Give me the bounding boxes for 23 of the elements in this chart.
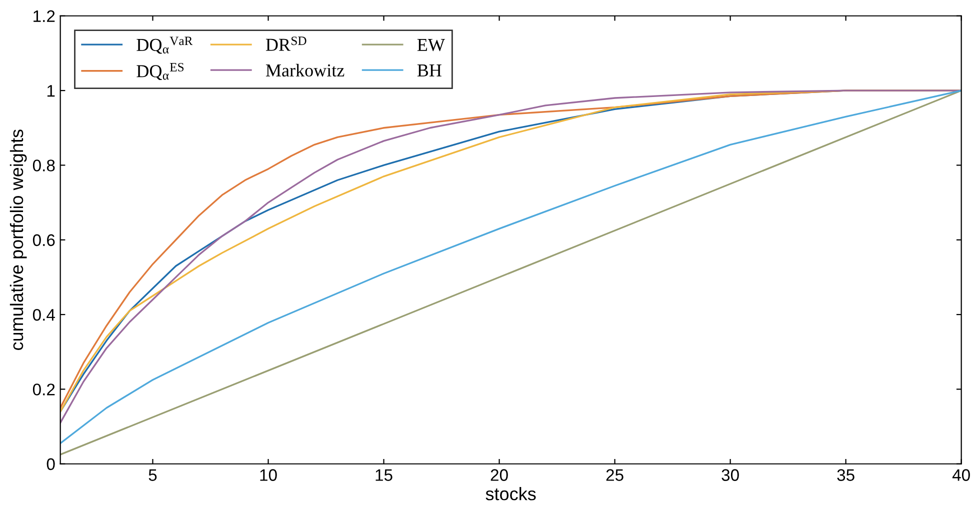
- y-tick-label: 0: [46, 458, 55, 470]
- y-tick-label: 0.6: [32, 234, 55, 246]
- x-tick-label: 35: [837, 469, 854, 481]
- x-tick-label: 15: [376, 469, 392, 481]
- y-tick-label: 0.2: [32, 384, 55, 396]
- y-axis-title: cumulative portfolio weights: [10, 130, 27, 350]
- x-tick-label: 5: [148, 469, 157, 481]
- legend-label: DR$^{SD}$: [266, 36, 306, 51]
- y-tick-label: 1.2: [34, 10, 55, 22]
- x-axis-title: stocks: [486, 487, 536, 500]
- legend-label: EW: [417, 39, 445, 52]
- y-tick-label: 0.8: [32, 160, 55, 172]
- x-tick-label: 10: [260, 469, 277, 481]
- legend-label: DQ$_{α}$$^{ES}$: [136, 62, 184, 80]
- y-tick-label: 1: [47, 85, 55, 97]
- legend-label: Markowitz: [266, 64, 344, 77]
- x-tick-label: 25: [606, 469, 624, 481]
- legend-label: BH: [417, 64, 442, 76]
- x-tick-label: 40: [952, 469, 970, 481]
- legend-label: DQ$_{α}$$^{VaR}$: [136, 36, 193, 54]
- y-tick-label: 0.4: [32, 308, 55, 321]
- x-tick-label: 30: [722, 469, 739, 481]
- x-tick-label: 20: [490, 469, 508, 481]
